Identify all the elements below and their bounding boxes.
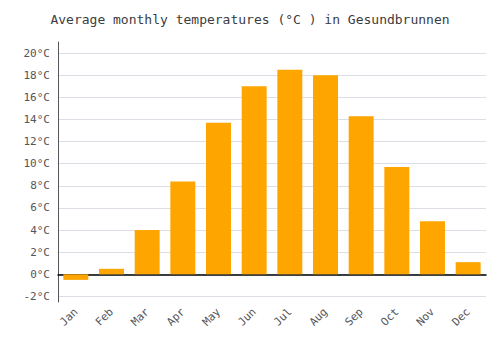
svg-text:Oct: Oct [378,305,401,328]
svg-text:10°C: 10°C [24,157,51,170]
svg-text:Mar: Mar [129,305,152,328]
svg-text:0°C: 0°C [30,268,50,281]
svg-text:Jan: Jan [57,305,80,328]
svg-text:Jul: Jul [271,305,294,328]
svg-text:8°C: 8°C [30,179,50,192]
svg-text:Dec: Dec [450,305,473,328]
svg-text:2°C: 2°C [30,246,50,259]
svg-text:12°C: 12°C [24,135,51,148]
svg-text:14°C: 14°C [24,113,51,126]
svg-text:Aug: Aug [307,305,330,328]
svg-text:-2°C: -2°C [24,290,51,303]
svg-text:Average monthly temperatures (: Average monthly temperatures (°C ) in Ge… [50,12,449,27]
svg-text:16°C: 16°C [24,91,51,104]
svg-text:6°C: 6°C [30,201,50,214]
svg-text:Sep: Sep [343,305,366,328]
svg-text:Nov: Nov [414,305,437,328]
svg-text:4°C: 4°C [30,224,50,237]
svg-text:Jun: Jun [236,305,259,328]
svg-text:20°C: 20°C [24,47,51,60]
svg-text:Feb: Feb [93,305,116,328]
svg-text:May: May [200,305,223,328]
svg-text:Apr: Apr [164,305,187,328]
svg-text:18°C: 18°C [24,69,51,82]
